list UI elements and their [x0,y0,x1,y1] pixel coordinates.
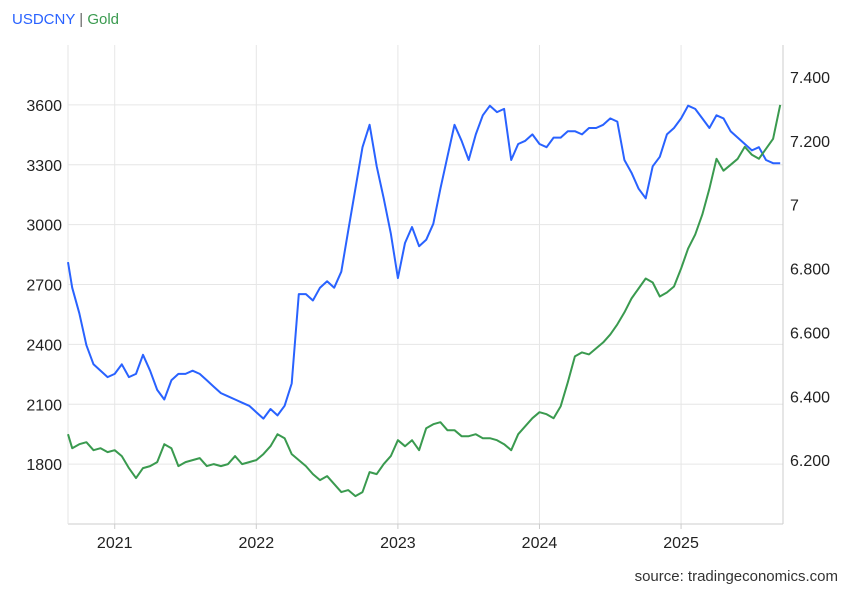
left-tick-label: 1800 [26,457,62,474]
x-tick-label: 2024 [522,535,558,552]
x-tick-label: 2023 [380,535,416,552]
series [67,104,782,498]
legend-gold[interactable]: Gold [87,11,119,28]
x-tick-label: 2021 [97,535,133,552]
left-tick-label: 3000 [26,218,62,235]
tick-labels: 1800 2100 2400 2700 3000 3300 3600 6.200 6.400 6.… [26,70,830,552]
legend-separator: | [75,11,88,28]
left-tick-label: 2400 [26,337,62,354]
left-tick-label: 2100 [26,397,62,414]
left-tick-label: 3300 [26,158,62,175]
right-tick-label: 6.200 [790,453,830,470]
right-tick-label: 6.600 [790,325,830,342]
source-note: source: tradingeconomics.com [634,568,838,585]
series-line-gold[interactable] [67,104,782,498]
chart-legend-title: USDCNY | Gold [12,10,119,30]
right-tick-label: 6.400 [790,389,830,406]
left-tick-label: 3600 [26,98,62,115]
series-line-usdcny[interactable] [67,104,781,420]
right-tick-label: 7.400 [790,70,830,87]
legend-usdcny[interactable]: USDCNY [12,11,76,28]
left-tick-label: 2700 [26,278,62,295]
x-tick-label: 2022 [239,535,275,552]
x-tick-label: 2025 [663,535,699,552]
right-tick-label: 6.800 [790,262,830,279]
right-tick-label: 7 [790,198,799,215]
axes [67,45,784,529]
right-tick-label: 7.200 [790,134,830,151]
grid [68,45,783,524]
